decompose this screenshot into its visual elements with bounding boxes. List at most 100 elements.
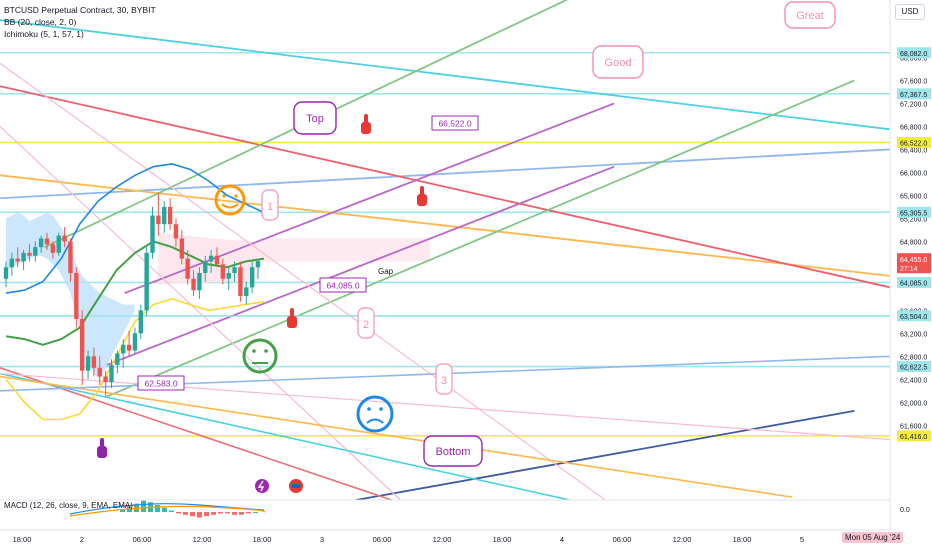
level-price-tag [897, 361, 931, 373]
candle-body [9, 258, 15, 268]
crosshair-date-badge: Mon 05 Aug '24 [842, 532, 904, 543]
price-tick-label: 65,200.0 [900, 216, 927, 223]
event-flag-icon-stripe [292, 484, 300, 488]
good-label-bubble [592, 45, 644, 79]
candle-body [33, 247, 38, 256]
macd-histogram-bar [218, 512, 223, 514]
happy-face-icon [214, 184, 246, 216]
price-callout-64085-box [319, 277, 367, 293]
wave-3-label-box [435, 363, 453, 395]
macd-pane [0, 499, 890, 518]
price-tick-label: 67,600.0 [900, 78, 927, 85]
bottom-label-bubble [423, 435, 483, 467]
candle-body [74, 272, 79, 319]
macd-histogram-bar [246, 512, 251, 514]
symbol-title[interactable]: BTCUSD Perpetual Contract, 30, BYBIT [4, 5, 156, 15]
macd-histogram-bar [204, 512, 209, 517]
candle-body [255, 261, 261, 268]
macd-indicator-label[interactable]: MACD (12, 26, close, 9, EMA, EMA) [4, 501, 133, 510]
navy-trendline [355, 410, 855, 500]
candle-body [91, 356, 97, 368]
time-tick-label: 3 [320, 535, 324, 544]
red-lower-line [0, 367, 392, 500]
level-price-text: 67,367.5 [900, 92, 927, 99]
time-tick-label: 06:00 [133, 535, 152, 544]
level-price-tag [897, 136, 931, 148]
level-price-tag [897, 310, 931, 322]
price-tick-label: 65,600.0 [900, 193, 927, 200]
orange-trendline [0, 174, 890, 277]
candle-body [15, 258, 20, 262]
candle-body [79, 318, 85, 371]
time-tick-label: 18:00 [253, 535, 272, 544]
macd-histogram-bar [232, 512, 237, 515]
level-price-tag [897, 47, 931, 59]
time-tick-label: 12:00 [433, 535, 452, 544]
gap-label: Gap [378, 267, 394, 276]
price-tick-label: 61,600.0 [900, 423, 927, 430]
candle-body [21, 252, 26, 262]
pointing-hand-icon-finger [420, 186, 424, 196]
candle-body [173, 224, 179, 239]
macd-histogram-bar [176, 512, 181, 514]
macd-histogram-bar [190, 512, 195, 517]
pointing-hand-icon [361, 122, 371, 134]
candle-body [56, 235, 61, 253]
candle-body [249, 267, 255, 288]
good-label-text: Good [605, 57, 632, 69]
wave-1-label-box [261, 189, 279, 221]
neutral-face-icon-eye [252, 349, 256, 353]
bb-lower-band [5, 298, 265, 421]
candle-body [121, 344, 126, 354]
candle-body [97, 367, 102, 377]
candle-body [162, 206, 167, 225]
candle-body [50, 244, 56, 253]
level-price-tag [897, 88, 931, 100]
wave-2-label-text: 2 [363, 319, 369, 331]
pointing-hand-icon [287, 316, 297, 328]
price-tick-label: 66,400.0 [900, 147, 927, 154]
wave-2-label-box [357, 307, 375, 339]
macd-histogram-bar [155, 505, 160, 512]
event-lightning-icon [255, 479, 269, 493]
top-label-text: Top [306, 113, 324, 125]
bb-indicator-label[interactable]: BB (20, close, 2, 0) [4, 17, 77, 27]
time-axis: 18:00 2 06:00 12:00 18:00 3 06:00 12:00 18:00 4 06… [0, 529, 890, 544]
price-callout-66522-text: 66,522.0 [438, 119, 471, 129]
price-tick-label: 66,000.0 [900, 170, 927, 177]
macd-histogram-bar [120, 509, 125, 512]
wave-3-label-text: 3 [441, 375, 447, 387]
annotations: Great Good Top Bottom Gap 1 2 3 66,522.0 64,085.0… [97, 1, 836, 493]
time-tick-label: 18:00 [493, 535, 512, 544]
level-price-tag [897, 430, 931, 442]
price-tick-label: 62,400.0 [900, 377, 927, 384]
great-label-bubble [784, 1, 836, 29]
price-tick-label: 66,800.0 [900, 124, 927, 131]
cloud-area [6, 212, 135, 380]
sad-face-icon-eye [367, 407, 371, 411]
candle-body [126, 344, 132, 351]
signal-line [69, 505, 266, 517]
sad-face-icon [356, 395, 394, 433]
candle-body [244, 287, 249, 296]
sad-face-icon-mouth [366, 418, 384, 424]
price-tick-label: 62,000.0 [900, 400, 927, 407]
time-tick-label: 5 [800, 535, 804, 544]
red-trendline [0, 85, 890, 289]
macd-histogram-bar [169, 510, 174, 512]
candle-body [85, 356, 91, 371]
time-tick-label: 06:00 [373, 535, 392, 544]
macd-histogram-bar [225, 512, 230, 514]
time-tick-label: 4 [560, 535, 564, 544]
candle-body [214, 255, 220, 265]
time-tick-label: 2 [80, 535, 84, 544]
current-price-tag [897, 253, 931, 274]
currency-button[interactable]: USD [895, 4, 925, 20]
time-tick-label: 18:00 [733, 535, 752, 544]
candle-body [144, 252, 149, 311]
time-tick-label: 12:00 [673, 535, 692, 544]
ichimoku-indicator-label[interactable]: Ichimoku (5, 1, 57, 1) [4, 29, 84, 39]
candle-body [191, 278, 196, 291]
macd-histogram-bar [239, 512, 244, 515]
